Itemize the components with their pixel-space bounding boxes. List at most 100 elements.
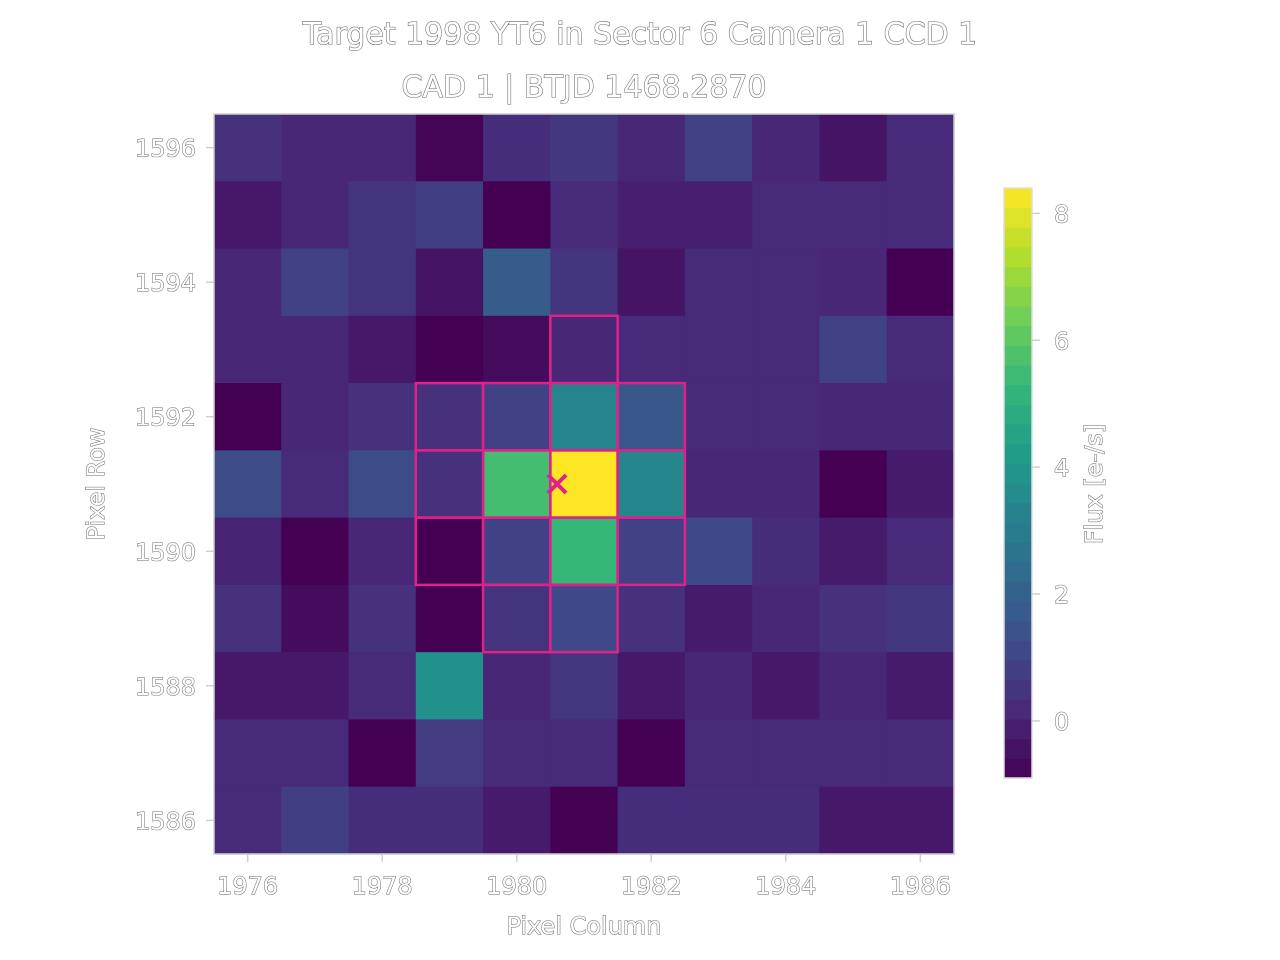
heatmap-cell <box>550 315 619 384</box>
heatmap-cell <box>281 652 350 721</box>
heatmap-cell <box>550 652 619 721</box>
y-tick-label: 1586 <box>135 807 196 835</box>
heatmap-cell <box>617 315 686 384</box>
y-tick-label: 1596 <box>135 135 196 163</box>
colorbar-step <box>1004 483 1032 504</box>
chart-title: Target 1998 YT6 in Sector 6 Camera 1 CCD… <box>302 17 978 52</box>
x-tick-label: 1982 <box>621 872 682 900</box>
heatmap-cell <box>617 383 686 451</box>
heatmap-cell <box>886 786 955 855</box>
heatmap-cell <box>684 652 753 721</box>
heatmap-cell <box>348 517 417 586</box>
heatmap-cell <box>483 383 551 451</box>
colorbar-step <box>1004 699 1032 720</box>
colorbar-step <box>1004 325 1032 346</box>
colorbar-step <box>1004 443 1032 464</box>
heatmap-cell <box>684 114 753 182</box>
heatmap-cell <box>415 248 484 317</box>
heatmap-cell <box>550 786 619 855</box>
heatmap-cell <box>415 450 484 519</box>
aperture-pixel <box>616 516 687 587</box>
heatmap-cell <box>617 719 686 788</box>
heatmap-cell <box>617 114 686 182</box>
colorbar-step <box>1004 207 1032 228</box>
heatmap-cell <box>752 248 821 317</box>
heatmap-cell <box>550 248 619 317</box>
heatmap-cell <box>348 450 417 519</box>
heatmap-cell <box>819 114 888 182</box>
heatmap-cell <box>550 719 619 788</box>
colorbar-step <box>1004 660 1032 681</box>
heatmap-cell <box>281 248 350 317</box>
colorbar-step <box>1004 522 1032 543</box>
heatmap-cell <box>550 181 619 250</box>
heatmap-cell <box>281 786 350 855</box>
heatmap-cell <box>348 652 417 721</box>
y-tick-label: 1588 <box>135 673 196 701</box>
colorbar-step <box>1004 345 1032 366</box>
y-tick-label: 1590 <box>135 538 196 566</box>
x-tick-label: 1984 <box>755 872 816 900</box>
heatmap-cell <box>483 450 551 519</box>
colorbar-step <box>1004 266 1032 287</box>
heatmap-cell <box>684 248 753 317</box>
heatmap-cell <box>281 181 350 250</box>
colorbar-tick-label: 2 <box>1054 581 1069 609</box>
colorbar-step <box>1004 719 1032 740</box>
heatmap-cell <box>684 786 753 855</box>
heatmap-cell <box>684 181 753 250</box>
colorbar-label: Flux [e-/s] <box>1080 424 1108 544</box>
heatmap-cell <box>281 450 350 519</box>
aperture-pixel <box>549 583 619 654</box>
heatmap-cell <box>214 450 282 519</box>
heatmap-cell <box>752 383 821 451</box>
x-tick-label: 1986 <box>890 872 951 900</box>
heatmap-cell <box>214 181 282 250</box>
heatmap-cell <box>348 383 417 451</box>
heatmap-cell <box>483 315 551 384</box>
heatmap-cell <box>752 114 821 182</box>
heatmap-cell <box>415 584 484 653</box>
x-axis-label: Pixel Column <box>506 912 661 940</box>
heatmap-cell <box>415 786 484 855</box>
colorbar-tick-label: 6 <box>1054 327 1069 355</box>
heatmap-cell <box>415 315 484 384</box>
colorbar: 0 2 4 6 8 <box>1003 187 1070 779</box>
heatmap-cell <box>886 652 955 721</box>
x-tick-label: 1976 <box>217 872 278 900</box>
heatmap-cell <box>214 383 282 451</box>
target-marker <box>546 473 568 495</box>
heatmap-cell <box>684 315 753 384</box>
heatmap-cell <box>214 517 282 586</box>
heatmap-cell <box>819 584 888 653</box>
colorbar-frame <box>1003 187 1033 779</box>
heatmap-cell <box>752 517 821 586</box>
heatmap-cell <box>415 719 484 788</box>
heatmap-cell <box>214 652 282 721</box>
heatmap-cell <box>886 181 955 250</box>
heatmap-cell <box>819 786 888 855</box>
heatmap-cell <box>752 786 821 855</box>
heatmap-cell <box>819 652 888 721</box>
y-axis-label: Pixel Row <box>82 427 110 540</box>
heatmap-cell <box>752 584 821 653</box>
chart-subtitle: CAD 1 | BTJD 1468.2870 <box>402 70 767 105</box>
heatmap-cell <box>214 719 282 788</box>
heatmap-cell <box>819 315 888 384</box>
colorbar-step <box>1004 463 1032 484</box>
heatmap-cell <box>752 652 821 721</box>
heatmap-cell <box>752 181 821 250</box>
heatmap-cell <box>886 719 955 788</box>
heatmap-cell <box>483 114 551 182</box>
colorbar-step <box>1004 188 1032 209</box>
plot-frame <box>213 113 955 855</box>
heatmap-cell <box>550 517 619 586</box>
heatmap-cell <box>348 786 417 855</box>
heatmap-cell <box>415 383 484 451</box>
heatmap-cell <box>617 248 686 317</box>
heatmap-cell <box>886 383 955 451</box>
colorbar-tick-label: 0 <box>1054 708 1069 736</box>
heatmap-cell <box>483 181 551 250</box>
colorbar-step <box>1004 404 1032 425</box>
heatmap-cell <box>483 719 551 788</box>
